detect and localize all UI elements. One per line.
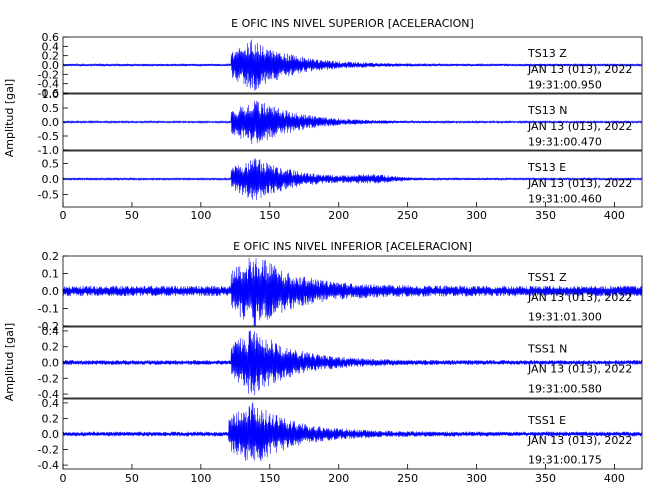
x-tick-label: 100 xyxy=(190,209,211,222)
x-tick-label: 350 xyxy=(535,209,556,222)
x-tick-label: 0 xyxy=(60,472,67,485)
waveform-trace xyxy=(62,100,643,145)
y-tick-label: 0.0 xyxy=(42,285,60,298)
x-tick-label: 100 xyxy=(190,472,211,485)
y-tick-label: 0.4 xyxy=(42,397,60,410)
station-label: TSS1 E xyxy=(527,414,566,427)
y-tick-label: 0.0 xyxy=(42,357,60,370)
trace-panel-3: 0.5 0.0 -0.5 TS13 E JAN 13 (013), 2022 19:31:… xyxy=(38,150,643,208)
waveform-trace xyxy=(62,330,643,396)
y-tick-label: -1.0 xyxy=(38,144,59,157)
record-date: JAN 13 (013), 2022 xyxy=(527,362,632,375)
trace-panel-3: 0.4 0.2 0.0 -0.2 -0.4 TSS1 E JAN 13 (013), 202… xyxy=(38,397,643,472)
y-tick-label: 0.2 xyxy=(42,412,60,425)
y-tick-label: 0.0 xyxy=(42,428,60,441)
waveform-trace xyxy=(62,257,643,327)
x-tick-label: 200 xyxy=(328,209,349,222)
waveform-trace xyxy=(62,158,643,201)
y-tick-label: -0.4 xyxy=(38,459,59,472)
chart-title: E OFIC INS NIVEL INFERIOR [ACELERACION] xyxy=(233,240,472,253)
x-tick-label: 250 xyxy=(397,472,418,485)
record-date: JAN 13 (013), 2022 xyxy=(527,434,632,447)
waveform-trace xyxy=(62,402,643,462)
station-label: TS13 Z xyxy=(527,47,567,60)
y-tick-label: 0.4 xyxy=(42,325,60,338)
record-time: 19:31:00.580 xyxy=(528,382,602,395)
trace-panel-2: 0.4 0.2 0.0 -0.2 -0.4 TSS1 N JAN 13 (013), 202… xyxy=(38,325,643,401)
y-tick-label: 0.2 xyxy=(42,250,60,263)
y-tick-label: -0.1 xyxy=(38,303,59,316)
station-label: TSS1 Z xyxy=(527,271,567,284)
x-tick-label: 150 xyxy=(259,209,280,222)
x-tick-label: 50 xyxy=(125,472,139,485)
y-tick-label: 0.6 xyxy=(42,31,60,44)
y-tick-label: -0.2 xyxy=(38,68,59,81)
x-tick-label: 250 xyxy=(397,209,418,222)
y-tick-label: 0.2 xyxy=(42,341,60,354)
y-tick-label: 0.5 xyxy=(42,102,60,115)
y-tick-label: 0.4 xyxy=(42,40,60,53)
x-tick-label: 400 xyxy=(604,209,625,222)
y-axis-label: Amplitud [gal] xyxy=(3,79,16,157)
x-tick-label: 200 xyxy=(328,472,349,485)
y-tick-label: 0.0 xyxy=(42,173,60,186)
y-tick-label: -0.4 xyxy=(38,388,59,401)
y-tick-label: 0.0 xyxy=(42,116,60,129)
x-tick-label: 150 xyxy=(259,472,280,485)
y-tick-label: 1.0 xyxy=(42,88,60,101)
x-tick-label: 300 xyxy=(466,209,487,222)
station-label: TSS1 N xyxy=(527,343,567,356)
record-time: 19:31:00.470 xyxy=(528,136,602,149)
trace-panel-2: 1.00.50.0-0.5-1.0 TS13 N JAN 13 (013), 202… xyxy=(38,88,643,157)
y-tick-label: 0.5 xyxy=(42,157,60,170)
record-time: 19:31:00.950 xyxy=(528,79,602,92)
y-tick-label: 0.1 xyxy=(42,268,60,281)
y-tick-label: 0.2 xyxy=(42,50,60,63)
x-tick-label: 350 xyxy=(535,472,556,485)
record-time: 19:31:00.175 xyxy=(528,453,602,466)
y-tick-label: -0.2 xyxy=(38,320,59,333)
trace-panel-1: 0.2 0.1 0.0 -0.1 -0.2 TSS1 Z JAN 13 (013), 202… xyxy=(38,250,643,333)
record-time: 19:31:00.460 xyxy=(528,193,602,206)
record-date: JAN 13 (013), 2022 xyxy=(527,291,632,304)
y-tick-label: -0.5 xyxy=(38,130,59,143)
y-tick-label: -0.2 xyxy=(38,444,59,457)
y-tick-label: 0.0 xyxy=(42,59,60,72)
chart-2: E OFIC INS NIVEL INFERIOR [ACELERACION] A… xyxy=(3,240,643,485)
record-date: JAN 13 (013), 2022 xyxy=(527,120,632,133)
x-tick-label: 0 xyxy=(60,209,67,222)
record-date: JAN 13 (013), 2022 xyxy=(527,63,632,76)
record-time: 19:31:01.300 xyxy=(528,310,602,323)
waveform-trace xyxy=(62,39,643,91)
y-tick-label: -0.4 xyxy=(38,78,59,91)
x-tick-label: 300 xyxy=(466,472,487,485)
y-tick-label: -0.2 xyxy=(38,372,59,385)
station-label: TS13 N xyxy=(527,104,567,117)
record-date: JAN 13 (013), 2022 xyxy=(527,177,632,190)
y-tick-label: -0.6 xyxy=(38,87,59,100)
x-tick-label: 400 xyxy=(604,472,625,485)
station-label: TS13 E xyxy=(527,161,566,174)
chart-title: E OFIC INS NIVEL SUPERIOR [ACELERACION] xyxy=(231,17,474,30)
chart-1: E OFIC INS NIVEL SUPERIOR [ACELERACION] A… xyxy=(3,17,643,222)
trace-panel-1: 0.60.40.20.0-0.2-0.4-0.6 TS13 Z JAN 13 (01… xyxy=(38,31,643,100)
y-axis-label: Amplitud [gal] xyxy=(3,323,16,401)
x-tick-label: 50 xyxy=(125,209,139,222)
y-tick-label: -0.5 xyxy=(38,189,59,202)
